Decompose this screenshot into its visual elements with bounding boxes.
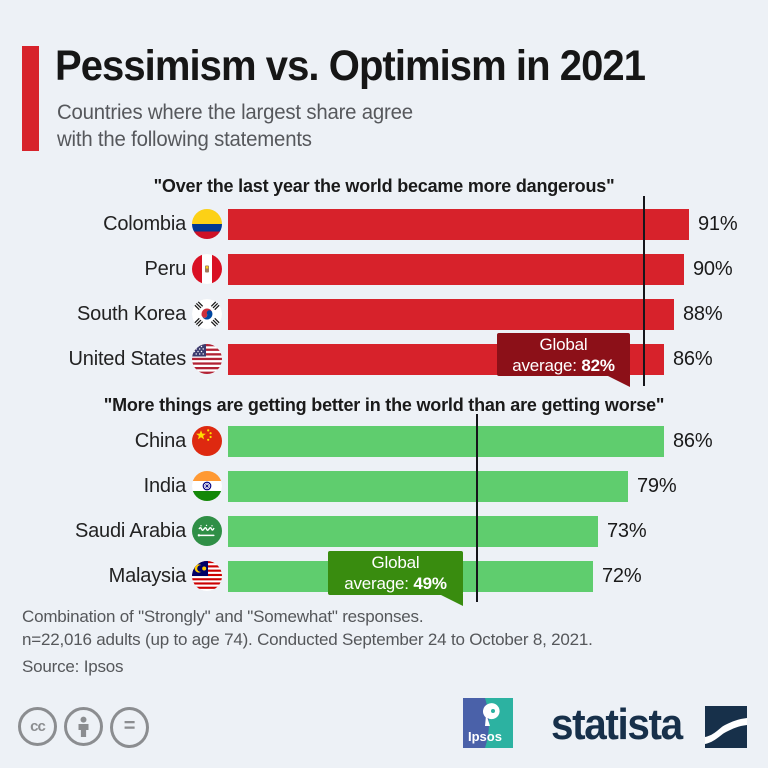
country-label: India <box>143 475 187 497</box>
callout-line1: Global <box>539 334 588 354</box>
attribution-icon <box>64 707 103 746</box>
chart-row-south-korea: South Korea 88% <box>0 299 768 330</box>
page-subtitle: Countries where the largest share agree … <box>57 99 413 153</box>
india-flag-icon <box>192 471 222 501</box>
cc-label: cc <box>30 718 46 735</box>
statista-wordmark: statista <box>551 699 683 749</box>
bar-peru <box>228 254 684 285</box>
callout-value: 82% <box>581 355 615 375</box>
chart-row-united-states: United States 86% <box>0 344 768 375</box>
statista-mark-icon <box>705 706 747 753</box>
callout-line1: Global <box>371 553 420 572</box>
malaysia-flag-icon <box>192 561 222 591</box>
value-label: 72% <box>602 565 642 587</box>
country-label: Saudi Arabia <box>74 520 186 542</box>
statement-optimism: "More things are getting better in the w… <box>103 395 665 415</box>
statement-pessimism: "Over the last year the world became mor… <box>153 176 615 196</box>
bar-china <box>228 426 664 457</box>
subtitle-line-2: with the following statements <box>57 128 312 151</box>
footnote-line-1: Combination of "Strongly" and "Somewhat"… <box>22 607 424 626</box>
chart-row-india: India 79% <box>0 471 768 502</box>
callout-line2-prefix: average: <box>344 574 414 593</box>
value-label: 73% <box>607 520 647 542</box>
statista-logo: statista <box>551 699 747 749</box>
global-average-line-pessimism <box>643 196 645 386</box>
value-label: 86% <box>673 430 713 452</box>
united-states-flag-icon <box>192 344 222 374</box>
callout-pointer <box>439 594 463 606</box>
ipsos-label: Ipsos <box>468 729 502 744</box>
footnote: Combination of "Strongly" and "Somewhat"… <box>22 606 593 651</box>
country-label: South Korea <box>77 303 186 325</box>
callout-value: 49% <box>413 574 447 593</box>
country-label: Malaysia <box>108 565 187 587</box>
page-title: Pessimism vs. Optimism in 2021 <box>55 42 646 90</box>
country-label: United States <box>68 348 187 370</box>
chart-row-china: China 86% <box>0 426 768 457</box>
peru-flag-icon <box>192 254 222 284</box>
saudi-arabia-flag-icon <box>192 516 222 546</box>
creative-commons-icon: cc <box>18 707 57 746</box>
equals-label: = <box>123 715 136 737</box>
country-label: Colombia <box>103 213 186 235</box>
bar-saudi-arabia <box>228 516 598 547</box>
south-korea-flag-icon <box>192 299 222 329</box>
global-average-callout-pessimism: Global average: 82% <box>497 333 630 376</box>
country-label: Peru <box>144 258 187 280</box>
value-label: 90% <box>693 258 733 280</box>
ipsos-logo: Ipsos <box>463 698 513 748</box>
callout-pointer <box>606 375 630 387</box>
global-average-line-optimism <box>476 414 478 602</box>
china-flag-icon <box>192 426 222 456</box>
bar-colombia <box>228 209 689 240</box>
chart-row-peru: Peru 90% <box>0 254 768 285</box>
value-label: 88% <box>683 303 723 325</box>
footnote-line-2: n=22,016 adults (up to age 74). Conducte… <box>22 629 593 649</box>
license-badges: cc = <box>18 707 149 748</box>
colombia-flag-icon <box>192 209 222 239</box>
source-label: Source: Ipsos <box>22 657 124 676</box>
bar-india <box>228 471 628 502</box>
chart-row-colombia: Colombia 91% <box>0 209 768 240</box>
subtitle-line-1: Countries where the largest share agree <box>57 101 413 124</box>
callout-line2-prefix: average: <box>512 355 582 375</box>
country-label: China <box>134 430 186 452</box>
no-derivatives-icon: = <box>110 707 149 748</box>
value-label: 79% <box>637 475 677 497</box>
global-average-callout-optimism: Global average: 49% <box>328 551 463 595</box>
chart-row-saudi-arabia: Saudi Arabia 73% <box>0 516 768 547</box>
title-accent-bar <box>22 46 39 151</box>
value-label: 91% <box>698 213 738 235</box>
bar-south-korea <box>228 299 674 330</box>
value-label: 86% <box>673 348 713 370</box>
